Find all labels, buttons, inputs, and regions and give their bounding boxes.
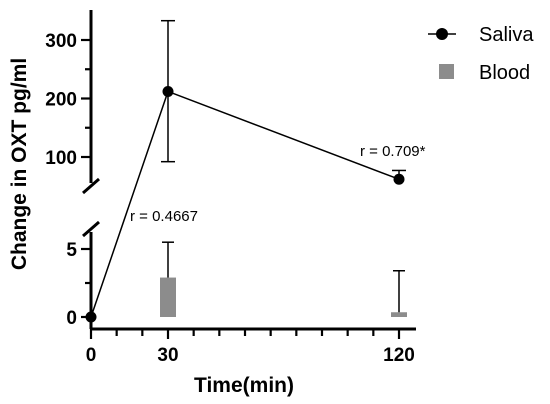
y-axis-title: Change in OXT pg/ml bbox=[8, 58, 31, 270]
y-tick-label: 300 bbox=[45, 31, 77, 52]
saliva-point bbox=[162, 85, 174, 97]
y-tick-label: 200 bbox=[45, 90, 77, 111]
saliva-point bbox=[85, 311, 97, 323]
y-tick-label: 100 bbox=[45, 148, 77, 169]
annotation-r-blood: r = 0.4667 bbox=[130, 208, 198, 225]
legend-saliva-label: Saliva bbox=[479, 24, 534, 46]
legend-blood-label: Blood bbox=[479, 62, 530, 84]
blood-bar bbox=[391, 312, 407, 317]
y-tick-label: 5 bbox=[66, 240, 77, 261]
x-tick-label: 30 bbox=[157, 345, 178, 366]
x-axis-title: Time(min) bbox=[194, 374, 294, 397]
saliva-line bbox=[90, 90, 400, 318]
blood-bar bbox=[160, 277, 176, 317]
annotation-r-saliva: r = 0.709* bbox=[360, 143, 426, 160]
legend-blood-marker bbox=[439, 64, 454, 79]
x-tick-label: 120 bbox=[383, 345, 415, 366]
x-tick-label: 0 bbox=[86, 345, 97, 366]
axis-break-mark-upper bbox=[82, 177, 100, 195]
axis-break-mark-lower bbox=[82, 220, 100, 238]
y-tick-label: 0 bbox=[66, 308, 77, 329]
legend-saliva-marker bbox=[436, 28, 448, 40]
saliva-point bbox=[393, 173, 405, 185]
